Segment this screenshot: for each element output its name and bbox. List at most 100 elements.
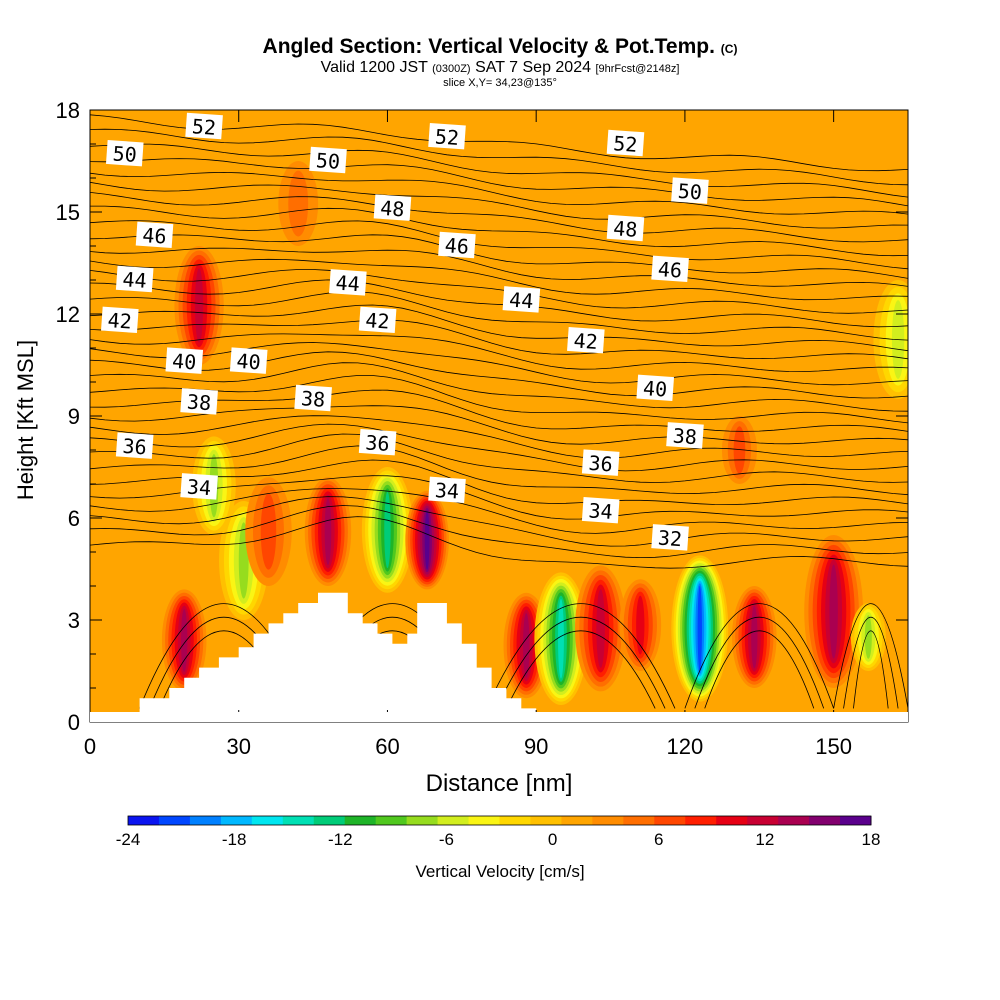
theta-label-bg — [428, 122, 466, 150]
theta-label-bg — [185, 112, 223, 140]
colorbar-swatch — [623, 816, 655, 825]
isentrope-line — [90, 192, 908, 243]
theta-label-text: 46 — [142, 223, 168, 249]
velocity-band — [558, 598, 564, 679]
y-tick-label: 9 — [68, 404, 80, 429]
theta-label-text: 44 — [335, 271, 361, 297]
theta-label-text: 34 — [588, 498, 614, 524]
velocity-band — [864, 615, 872, 659]
theta-label: 50 — [105, 139, 144, 167]
isentrope-line — [90, 415, 908, 459]
isentrope-line — [90, 220, 908, 270]
theta-label-text: 48 — [380, 196, 406, 222]
isentrope-line — [90, 171, 908, 215]
velocity-band — [733, 426, 746, 474]
theta-label: 42 — [567, 326, 605, 354]
velocity-cell — [534, 572, 588, 705]
isentrope-line — [90, 351, 908, 399]
isentrope-line — [90, 158, 908, 207]
y-tick-label: 15 — [56, 200, 80, 225]
isentrope-line — [90, 459, 908, 506]
colorbar-tick-label: 0 — [548, 830, 557, 849]
theta-label-bg — [671, 177, 709, 204]
velocity-cell — [619, 579, 662, 671]
theta-label-bg — [105, 139, 144, 167]
theta-label-bg — [358, 306, 397, 334]
theta-label: 36 — [115, 432, 154, 459]
title-block: Angled Section: Vertical Velocity & Pot.… — [0, 36, 1000, 90]
isentrope-line — [90, 181, 908, 229]
velocity-band — [324, 498, 332, 566]
theta-label-bg — [606, 214, 645, 242]
colorbar-tick-label: -12 — [328, 830, 353, 849]
velocity-band — [260, 493, 277, 570]
colorbar-swatch — [778, 816, 810, 825]
theta-label-text: 42 — [573, 328, 599, 354]
velocity-cell — [174, 246, 224, 365]
colorbar-swatch — [220, 816, 253, 825]
isentrope-line — [843, 617, 899, 709]
velocity-cell — [575, 565, 627, 692]
theta-label: 42 — [101, 306, 139, 334]
isentrope-line — [486, 603, 676, 709]
isentrope-line — [684, 603, 835, 709]
colorbar-swatch — [437, 816, 470, 825]
ground-strip — [90, 712, 908, 722]
theta-label-bg — [606, 129, 645, 157]
colorbar-swatch — [282, 816, 315, 825]
theta-label-text: 34 — [186, 475, 212, 501]
velocity-cell — [304, 477, 352, 586]
theta-label: 40 — [229, 347, 268, 374]
colorbar-tick-label: -18 — [222, 830, 247, 849]
theta-label: 50 — [671, 177, 709, 204]
y-axis-label: Height [Kft MSL] — [13, 340, 38, 500]
theta-label-text: 36 — [588, 451, 614, 477]
isentrope-line — [90, 342, 908, 386]
y-tick-label: 12 — [56, 302, 80, 327]
theta-label-bg — [502, 286, 541, 313]
theta-label: 46 — [135, 221, 174, 249]
theta-label: 46 — [438, 231, 476, 259]
theta-label-bg — [309, 146, 347, 174]
theta-label: 52 — [428, 122, 466, 150]
velocity-cell — [721, 416, 757, 484]
colorbar-swatch — [313, 816, 346, 825]
isentrope-line — [90, 247, 908, 287]
terrain — [90, 592, 537, 722]
theta-label: 44 — [115, 265, 154, 293]
isentrope-line — [90, 319, 908, 360]
isentrope-line — [90, 405, 908, 445]
theta-label-bg — [428, 476, 466, 504]
isentrope-line — [90, 362, 908, 412]
theta-label: 38 — [294, 384, 332, 412]
theta-label-bg — [567, 326, 605, 354]
colorbar-swatch — [654, 816, 686, 825]
isentrope-line — [90, 143, 908, 198]
colorbar-swatch — [468, 816, 500, 825]
isentrope-line — [90, 128, 908, 186]
theta-label: 46 — [651, 255, 689, 283]
theta-label-text: 40 — [171, 349, 197, 375]
utc-time: (0300Z) — [432, 63, 471, 75]
isentrope-line — [90, 488, 908, 534]
colorbar-frame — [127, 815, 872, 826]
copyright: (C) — [720, 42, 738, 56]
theta-label-text: 50 — [677, 179, 703, 205]
isentrope-line — [853, 630, 889, 709]
theta-label-text: 34 — [434, 478, 460, 504]
isentrope-line — [833, 603, 908, 709]
theta-label: 50 — [309, 146, 347, 174]
velocity-cell — [850, 603, 886, 671]
isentrope-line — [90, 269, 908, 314]
theta-label: 40 — [636, 374, 675, 402]
theta-label-text: 52 — [613, 131, 639, 157]
colorbar-swatch — [809, 816, 841, 825]
isentrope-line — [90, 516, 908, 569]
theta-label-text: 50 — [315, 148, 341, 174]
theta-label: 32 — [651, 524, 689, 551]
theta-label-bg — [135, 221, 174, 249]
colorbar-swatch — [530, 816, 562, 825]
theta-label-bg — [294, 384, 332, 412]
colorbar-swatch — [251, 816, 284, 825]
